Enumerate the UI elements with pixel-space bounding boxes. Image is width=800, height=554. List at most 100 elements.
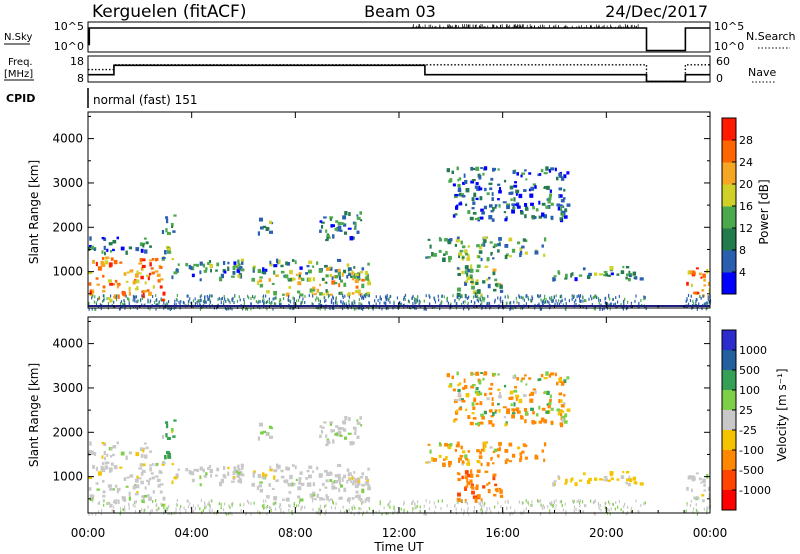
velocity-echo-cell	[188, 469, 192, 475]
velocity-echo-cell	[210, 499, 212, 503]
power-echo-cell	[346, 293, 350, 297]
velocity-echo-cell	[385, 512, 387, 516]
velocity-echo-cell	[125, 455, 128, 460]
velocity-echo-cell	[469, 421, 474, 426]
velocity-echo-cell	[578, 501, 581, 505]
power-echo-cell	[489, 187, 493, 191]
power-echo-cell	[423, 299, 425, 303]
power-echo-cell	[609, 266, 614, 271]
velocity-echo-cell	[500, 505, 502, 509]
velocity-echo-cell	[470, 473, 474, 478]
power-echo-cell	[508, 191, 513, 195]
velocity-echo-cell	[512, 375, 516, 380]
power-echo-cell	[167, 303, 169, 307]
power-echo-cell	[240, 268, 245, 272]
velocity-echo-cell	[693, 496, 697, 500]
date-title: 24/Dec/2017	[605, 2, 708, 21]
velocity-echo-cell	[560, 381, 565, 386]
velocity-echo-cell	[461, 499, 463, 503]
velocity-echo-cell	[172, 435, 176, 438]
power-echo-cell	[486, 303, 488, 307]
velocity-echo-cell	[326, 441, 331, 444]
velocity-echo-cell	[232, 501, 234, 505]
velocity-echo-cell	[319, 512, 321, 516]
velocity-echo-cell	[151, 463, 155, 466]
velocity-echo-cell	[487, 488, 491, 494]
power-echo-cell	[274, 296, 276, 300]
power-echo-cell	[109, 294, 112, 298]
power-echo-cell	[334, 227, 338, 231]
power-echo-cell	[330, 224, 333, 228]
power-echo-cell	[488, 301, 491, 305]
power-echo-cell	[343, 305, 345, 309]
power-echo-cell	[452, 294, 454, 298]
velocity-echo-cell	[456, 441, 460, 445]
power-echo-cell	[147, 275, 150, 281]
velocity-echo-cell	[291, 510, 293, 514]
power-echo-cell	[550, 167, 555, 171]
velocity-echo-cell	[479, 508, 482, 512]
power-echo-cell	[287, 295, 290, 299]
power-echo-cell	[261, 299, 264, 303]
velocity-echo-cell	[345, 509, 348, 513]
power-echo-cell	[166, 231, 171, 236]
power-echo-cell	[549, 296, 551, 300]
power-echo-cell	[297, 281, 302, 286]
power-echo-cell	[340, 222, 345, 225]
power-echo-cell	[128, 302, 130, 306]
velocity-echo-cell	[564, 413, 568, 418]
nsky-tick-bottom: 10^0	[54, 40, 84, 53]
power-echo-cell	[622, 307, 624, 311]
power-echo-cell	[161, 258, 165, 261]
velocity-echo-cell	[134, 504, 136, 508]
velocity-echo-cell	[293, 503, 295, 507]
velocity-echo-cell	[366, 510, 368, 514]
velocity-echo-cell	[322, 498, 326, 501]
power-echo-cell	[494, 278, 498, 282]
velocity-echo-cell	[278, 505, 281, 509]
power-echo-cell	[514, 181, 517, 184]
power-echo-cell	[122, 291, 127, 296]
velocity-echo-cell	[154, 475, 159, 478]
velocity-echo-cell	[122, 507, 124, 511]
velocity-echo-cell	[708, 505, 710, 509]
velocity-echo-cell	[474, 500, 478, 503]
power-echo-cell	[703, 302, 705, 306]
velocity-echo-cell	[288, 491, 292, 494]
power-echo-cell	[352, 271, 355, 275]
velocity-echo-cell	[625, 470, 630, 474]
velocity-echo-cell	[359, 416, 363, 420]
power-echo-cell	[515, 191, 518, 196]
power-echo-cell	[144, 281, 147, 285]
power-echo-cell	[329, 266, 332, 269]
power-echo-cell	[191, 266, 195, 271]
velocity-echo-cell	[159, 490, 163, 494]
power-echo-cell	[644, 295, 646, 299]
power-echo-cell	[159, 305, 161, 309]
power-echo-cell	[211, 294, 213, 298]
velocity-echo-cell	[571, 477, 574, 481]
station-title: Kerguelen (fitACF)	[92, 2, 246, 22]
y-tick-label: 4000	[52, 132, 83, 146]
power-echo-cell	[687, 302, 690, 306]
power-echo-cell	[325, 238, 329, 242]
velocity-echo-cell	[378, 510, 380, 514]
power-echo-cell	[258, 217, 263, 222]
power-echo-cell	[358, 302, 360, 306]
power-echo-cell	[414, 301, 416, 305]
power-echo-cell	[261, 270, 266, 274]
velocity-colorbar-swatch	[722, 390, 736, 411]
velocity-echo-cell	[707, 486, 711, 492]
velocity-echo-cell	[106, 453, 109, 457]
power-echo-cell	[626, 273, 630, 277]
power-echo-cell	[571, 297, 573, 301]
power-echo-cell	[136, 300, 138, 304]
power-echo-cell	[510, 198, 513, 202]
power-echo-cell	[236, 268, 241, 273]
power-echo-cell	[354, 290, 358, 293]
power-echo-cell	[368, 301, 371, 305]
power-echo-cell	[312, 288, 316, 292]
power-echo-cell	[627, 277, 631, 282]
velocity-echo-cell	[89, 441, 92, 446]
velocity-echo-cell	[460, 445, 463, 450]
